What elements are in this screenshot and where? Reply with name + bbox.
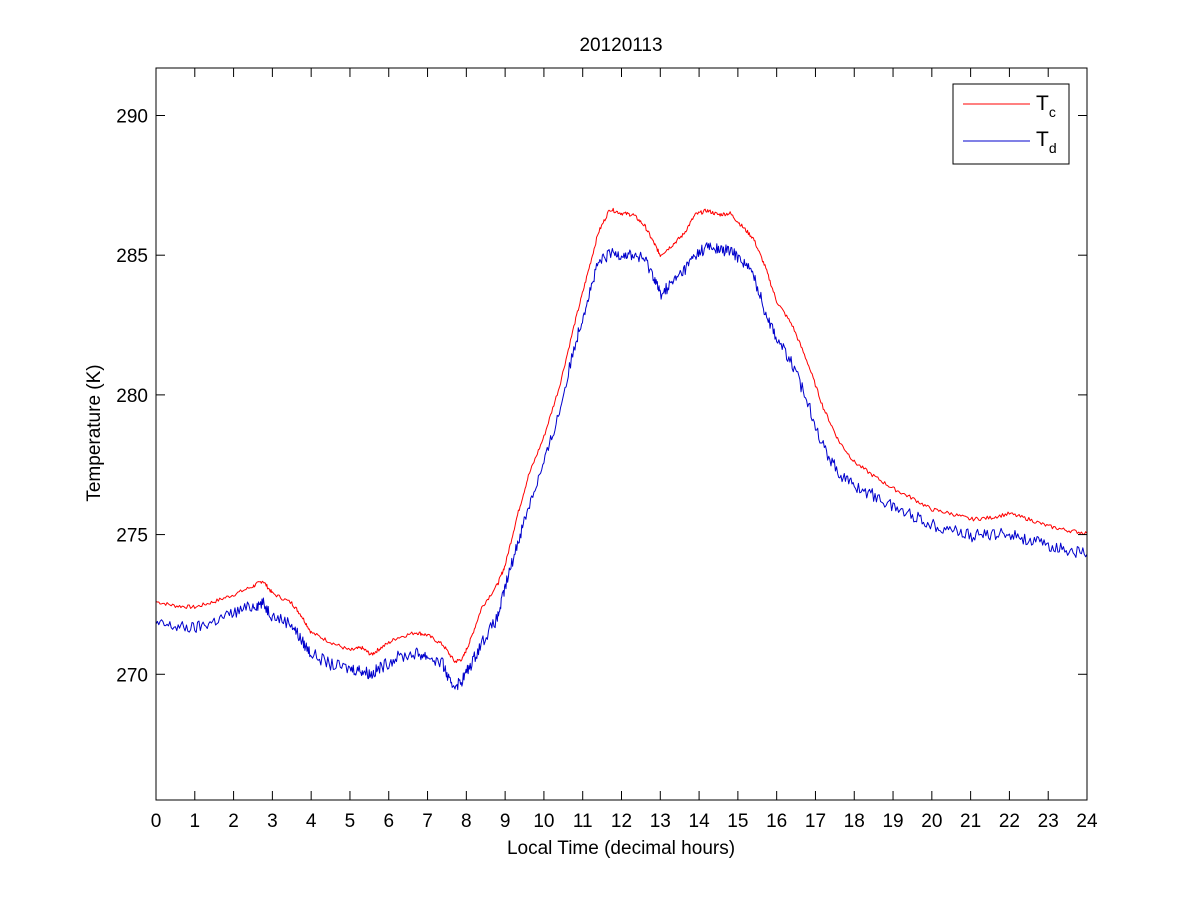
- legend-label-tc: Tc: [1036, 92, 1056, 120]
- legend-label-td: Td: [1036, 128, 1057, 156]
- series-layer: [155, 207, 1088, 691]
- y-tick-label: 285: [116, 246, 148, 267]
- x-tick-label: 23: [1038, 811, 1059, 832]
- tick-layer: 0 1 2 3 4 5 6 7 8 9 10 11 12 13 14 15 16 17 18 19 20 21 22 23 24…: [116, 68, 1098, 832]
- y-tick-label: 280: [116, 386, 148, 407]
- x-tick-label: 16: [766, 811, 787, 832]
- x-tick-label: 20: [921, 811, 942, 832]
- x-tick-label: 17: [805, 811, 826, 832]
- x-tick-label: 3: [267, 811, 278, 832]
- x-tick-label: 1: [190, 811, 201, 832]
- x-tick-label: 6: [383, 811, 394, 832]
- series-line-td: [155, 242, 1088, 691]
- legend: Tc Td: [952, 83, 1070, 165]
- x-tick-label: 18: [844, 811, 865, 832]
- x-tick-label: 24: [1076, 811, 1098, 832]
- y-tick-label: 270: [116, 665, 148, 686]
- y-axis-label: Temperature (K): [84, 364, 105, 501]
- x-tick-label: 0: [151, 811, 162, 832]
- legend-box: [952, 83, 1070, 165]
- legend-label-td-sub: d: [1049, 140, 1057, 156]
- chart-title: 20120113: [579, 35, 662, 56]
- legend-label-tc-main: T: [1036, 92, 1049, 115]
- x-tick-label: 4: [306, 811, 317, 832]
- legend-label-tc-sub: c: [1049, 104, 1056, 120]
- x-tick-label: 15: [727, 811, 748, 832]
- y-tick-label: 290: [116, 106, 148, 127]
- x-tick-label: 14: [689, 811, 711, 832]
- legend-label-td-main: T: [1036, 128, 1049, 151]
- plot-frame: [155, 67, 1088, 801]
- series-line-tc: [155, 207, 1088, 664]
- x-tick-label: 13: [650, 811, 671, 832]
- x-tick-label: 22: [999, 811, 1020, 832]
- x-tick-label: 10: [533, 811, 554, 832]
- y-tick-label: 275: [116, 526, 148, 547]
- x-tick-label: 8: [461, 811, 472, 832]
- x-tick-label: 11: [573, 811, 593, 832]
- x-tick-label: 9: [500, 811, 511, 832]
- x-tick-label: 12: [611, 811, 632, 832]
- x-tick-label: 19: [882, 811, 903, 832]
- x-tick-label: 2: [228, 811, 239, 832]
- x-axis-label: Local Time (decimal hours): [507, 838, 735, 859]
- x-tick-label: 7: [422, 811, 433, 832]
- x-tick-label: 5: [345, 811, 356, 832]
- x-tick-label: 21: [960, 811, 981, 832]
